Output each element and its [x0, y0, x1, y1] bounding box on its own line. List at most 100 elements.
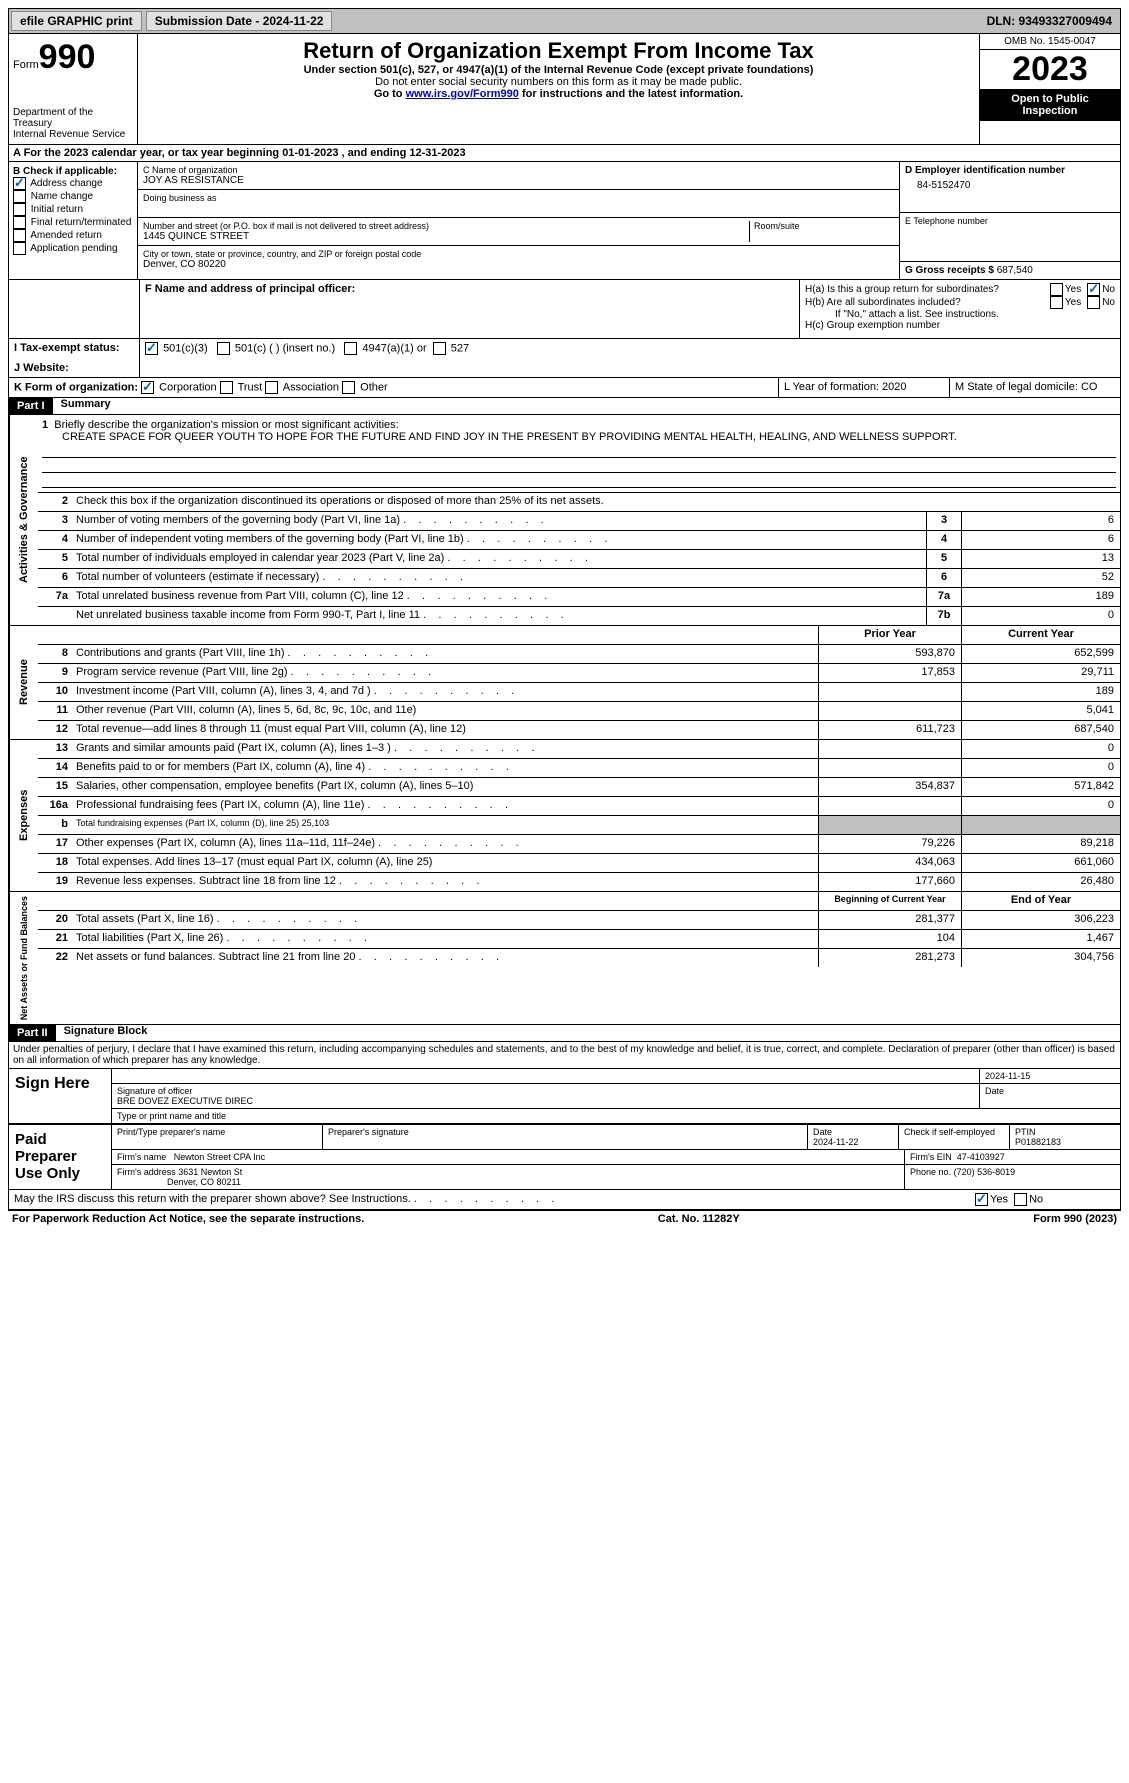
c22: 304,756: [961, 949, 1120, 967]
p11: [818, 702, 961, 720]
column-b: B Check if applicable: Address change Na…: [9, 162, 138, 279]
line12: Total revenue—add lines 8 through 11 (mu…: [72, 721, 818, 739]
c19: 26,480: [961, 873, 1120, 891]
cb-discuss-yes[interactable]: [975, 1193, 988, 1206]
part1-title: Summary: [53, 398, 111, 414]
dba-label: Doing business as: [143, 193, 894, 203]
p10: [818, 683, 961, 701]
c20: 306,223: [961, 911, 1120, 929]
line15: Salaries, other compensation, employee b…: [72, 778, 818, 796]
cb-hb-yes[interactable]: [1050, 296, 1063, 309]
firm-name: Newton Street CPA Inc: [174, 1152, 265, 1162]
cb-527[interactable]: [433, 342, 446, 355]
prior-year-header: Prior Year: [818, 626, 961, 644]
footer-left: For Paperwork Reduction Act Notice, see …: [12, 1213, 364, 1225]
efile-button[interactable]: efile GRAPHIC print: [11, 11, 142, 31]
line4: Number of independent voting members of …: [72, 531, 926, 549]
cb-initial-return[interactable]: [13, 203, 26, 216]
cb-assoc[interactable]: [265, 381, 278, 394]
cb-ha-yes[interactable]: [1050, 283, 1063, 296]
side-exp: Expenses: [9, 740, 38, 891]
part1-header: Part I: [9, 398, 53, 414]
line9: Program service revenue (Part VIII, line…: [72, 664, 818, 682]
ssn-note: Do not enter social security numbers on …: [142, 76, 975, 88]
officer-name: BRE DOVEZ EXECUTIVE DIREC: [117, 1096, 974, 1106]
v5: 13: [961, 550, 1120, 568]
cb-amended[interactable]: [13, 229, 26, 242]
type-name-label: Type or print name and title: [112, 1109, 1120, 1123]
ha-label: H(a) Is this a group return for subordin…: [805, 284, 1050, 295]
goto-link[interactable]: www.irs.gov/Form990: [406, 88, 519, 100]
cb-corp[interactable]: [141, 381, 154, 394]
footer: For Paperwork Reduction Act Notice, see …: [8, 1210, 1121, 1227]
cb-501c[interactable]: [217, 342, 230, 355]
goto-suffix: for instructions and the latest informat…: [519, 88, 743, 100]
p19: 177,660: [818, 873, 961, 891]
cb-discuss-no[interactable]: [1014, 1193, 1027, 1206]
section-k-label: K Form of organization:: [14, 381, 138, 393]
line16a: Professional fundraising fees (Part IX, …: [72, 797, 818, 815]
form-number: 990: [39, 38, 96, 76]
column-c: C Name of organization JOY AS RESISTANCE…: [138, 162, 899, 279]
sign-here-section: Sign Here 2024-11-15 Signature of office…: [8, 1069, 1121, 1125]
cb-501c3[interactable]: [145, 342, 158, 355]
line3: Number of voting members of the governin…: [72, 512, 926, 530]
part2-header-row: Part II Signature Block: [8, 1025, 1121, 1042]
prep-sig-label: Preparer's signature: [323, 1125, 808, 1149]
firm-addr1: 3631 Newton St: [178, 1167, 242, 1177]
section-l: L Year of formation: 2020: [778, 378, 949, 397]
line19: Revenue less expenses. Subtract line 18 …: [72, 873, 818, 891]
top-bar: efile GRAPHIC print Submission Date - 20…: [8, 8, 1121, 34]
p12: 611,723: [818, 721, 961, 739]
org-name: JOY AS RESISTANCE: [143, 175, 894, 186]
section-f-label: F Name and address of principal officer:: [145, 283, 794, 295]
form-header: Form990 Department of the Treasury Inter…: [8, 34, 1121, 145]
cb-address-change[interactable]: [13, 177, 26, 190]
line20: Total assets (Part X, line 16): [72, 911, 818, 929]
tax-year: 2023: [980, 50, 1120, 89]
c21: 1,467: [961, 930, 1120, 948]
side-rev: Revenue: [9, 626, 38, 739]
form-subtitle: Under section 501(c), 527, or 4947(a)(1)…: [142, 64, 975, 76]
line13: Grants and similar amounts paid (Part IX…: [72, 740, 818, 758]
current-year-header: Current Year: [961, 626, 1120, 644]
receipts-value: 687,540: [997, 265, 1033, 276]
revenue-section: Revenue Prior YearCurrent Year 8Contribu…: [8, 626, 1121, 740]
city-label: City or town, state or province, country…: [143, 249, 894, 259]
cb-trust[interactable]: [220, 381, 233, 394]
section-i-label: I Tax-exempt status:: [14, 342, 134, 354]
p13: [818, 740, 961, 758]
firm-phone: (720) 536-8019: [954, 1167, 1016, 1177]
p9: 17,853: [818, 664, 961, 682]
main-info: B Check if applicable: Address change Na…: [8, 162, 1121, 280]
cb-ha-no[interactable]: [1087, 283, 1100, 296]
cb-name-change[interactable]: [13, 190, 26, 203]
phone-label: E Telephone number: [905, 216, 1115, 226]
line7b: Net unrelated business taxable income fr…: [72, 607, 926, 625]
omb-number: OMB No. 1545-0047: [980, 34, 1120, 50]
cb-4947[interactable]: [344, 342, 357, 355]
c11: 5,041: [961, 702, 1120, 720]
footer-mid: Cat. No. 11282Y: [658, 1213, 740, 1225]
line8: Contributions and grants (Part VIII, lin…: [72, 645, 818, 663]
addr-label: Number and street (or P.O. box if mail i…: [143, 221, 749, 231]
c12: 687,540: [961, 721, 1120, 739]
p22: 281,273: [818, 949, 961, 967]
goto-prefix: Go to: [374, 88, 406, 100]
cb-hb-no[interactable]: [1087, 296, 1100, 309]
declaration: Under penalties of perjury, I declare th…: [8, 1042, 1121, 1069]
p17: 79,226: [818, 835, 961, 853]
line17: Other expenses (Part IX, column (A), lin…: [72, 835, 818, 853]
line5: Total number of individuals employed in …: [72, 550, 926, 568]
paid-label: Paid Preparer Use Only: [9, 1125, 112, 1189]
c17: 89,218: [961, 835, 1120, 853]
section-m: M State of legal domicile: CO: [949, 378, 1120, 397]
sign-date: 2024-11-15: [980, 1069, 1120, 1083]
firm-addr2: Denver, CO 80211: [167, 1177, 241, 1187]
cb-final-return[interactable]: [13, 216, 26, 229]
cb-pending[interactable]: [13, 242, 26, 255]
net-assets-section: Net Assets or Fund Balances Beginning of…: [8, 892, 1121, 1025]
line21: Total liabilities (Part X, line 26): [72, 930, 818, 948]
line1-label: Briefly describe the organization's miss…: [54, 419, 398, 431]
cb-other[interactable]: [342, 381, 355, 394]
